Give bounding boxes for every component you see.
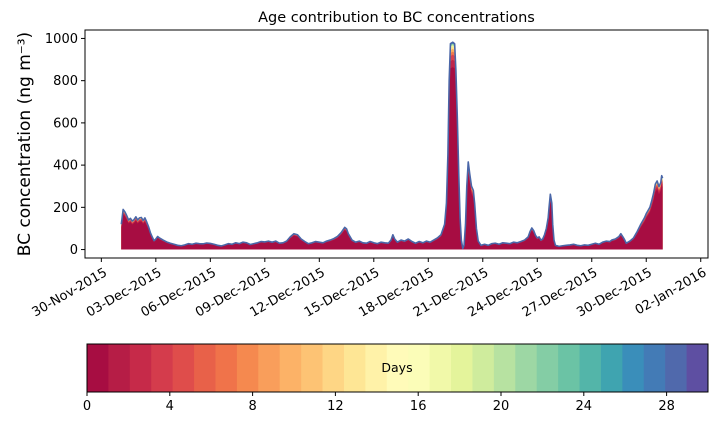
y-tick-label: 1000 — [45, 32, 78, 47]
colorbar-tick-label: 28 — [658, 399, 675, 414]
colorbar-label: Days — [381, 360, 412, 375]
colorbar-tick-label: 12 — [327, 399, 344, 414]
colorbar-axis: 0 4 8 12 16 20 24 28 — [83, 392, 675, 414]
y-tick-label: 400 — [53, 159, 78, 174]
colorbar-segment — [472, 344, 495, 392]
plot-frame — [84, 29, 709, 259]
colorbar-tick-label: 0 — [83, 399, 91, 414]
colorbar-segment — [493, 344, 516, 392]
colorbar-segment — [108, 344, 131, 392]
colorbar-segment — [194, 344, 216, 392]
colorbar-segment — [365, 344, 388, 392]
colorbar-segment — [579, 344, 602, 392]
colorbar-segment — [322, 344, 345, 392]
colorbar-segment — [600, 344, 623, 392]
colorbar-segment — [622, 344, 645, 392]
colorbar-tick-label: 8 — [248, 399, 256, 414]
colorbar-segment — [408, 344, 431, 392]
colorbar-segment — [151, 344, 174, 392]
colorbar-segment — [536, 344, 559, 392]
age-band-area-4 — [121, 48, 663, 250]
days-colorbar — [86, 343, 709, 393]
colorbar-segment — [686, 344, 709, 392]
colorbar-segment — [87, 344, 109, 392]
x-axis: 30-Nov-201503-Dec-201506-Dec-201509-Dec-… — [30, 258, 709, 320]
colorbar-segment — [665, 344, 688, 392]
y-axis: 0 200 400 600 800 1000 — [45, 32, 85, 258]
colorbar-tick-label: 4 — [166, 399, 174, 414]
colorbar-segment — [515, 344, 538, 392]
colorbar-segment — [236, 344, 259, 392]
age-band-area-2 — [121, 54, 663, 250]
chart-title: Age contribution to BC concentrations — [258, 10, 535, 26]
age-band-area-6 — [121, 45, 663, 250]
colorbar-segment — [429, 344, 452, 392]
colorbar-segment — [215, 344, 238, 392]
y-tick-label: 0 — [70, 243, 78, 258]
total-concentration-line — [120, 41, 664, 250]
colorbar-frame — [86, 343, 709, 393]
colorbar-segment — [343, 344, 366, 392]
colorbar-segment — [643, 344, 666, 392]
colorbar-segment — [258, 344, 281, 392]
age-band-area-5 — [121, 46, 663, 250]
y-tick-label: 600 — [53, 116, 78, 131]
colorbar-segment — [558, 344, 581, 392]
colorbar-tick-label: 16 — [410, 399, 427, 414]
colorbar-segment — [451, 344, 473, 392]
age-band-area-1 — [121, 59, 663, 250]
colorbar-segment — [172, 344, 195, 392]
colorbar-segment — [301, 344, 324, 392]
age-band-area-7 — [121, 43, 663, 250]
plot-area — [120, 41, 664, 250]
colorbar-tick-label: 20 — [493, 399, 510, 414]
colorbar-segment — [279, 344, 302, 392]
age-band-area-3 — [121, 51, 663, 250]
colorbar-segment — [386, 344, 409, 392]
y-tick-label: 800 — [53, 74, 78, 89]
age-band-area-8 — [121, 42, 663, 250]
colorbar-segment — [129, 344, 152, 392]
y-tick-label: 200 — [53, 201, 78, 216]
y-axis-label: BC concentration (ng m⁻³) — [15, 32, 35, 256]
age-band-area-0 — [121, 67, 663, 250]
colorbar-tick-label: 24 — [576, 399, 593, 414]
